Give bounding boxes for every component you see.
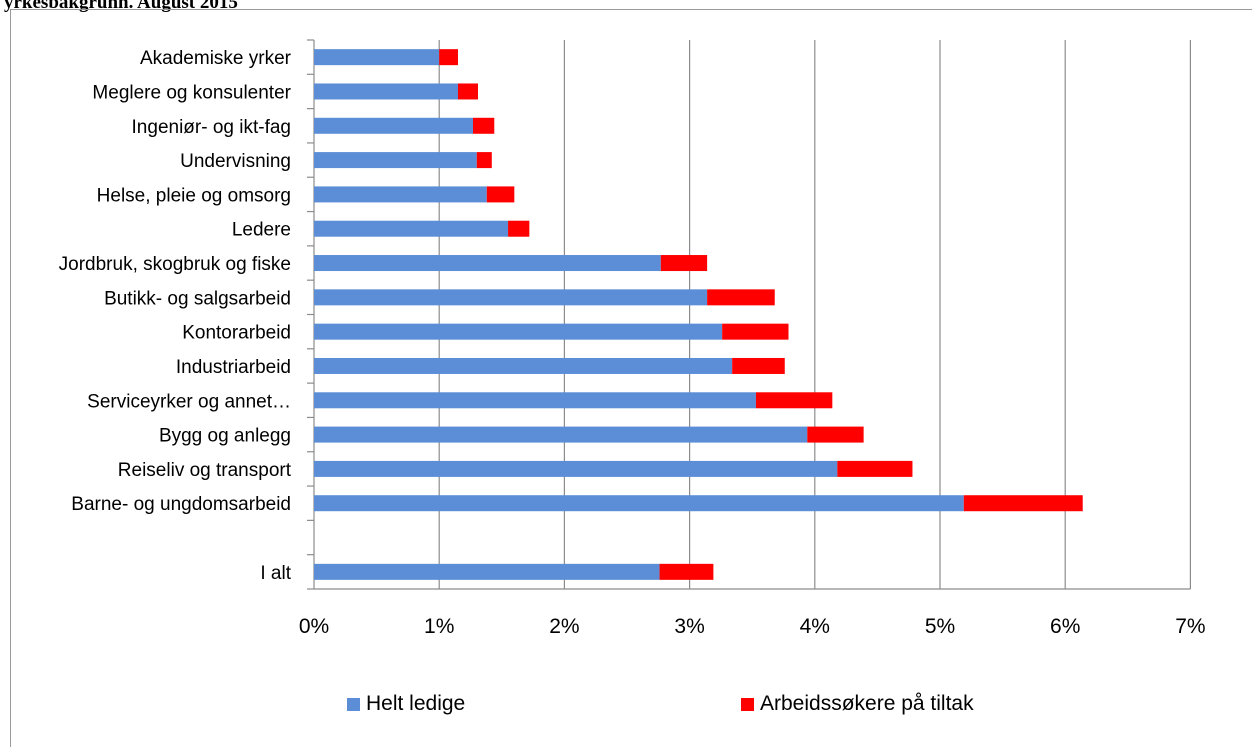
bar-helt-ledige bbox=[314, 255, 661, 272]
bar-helt-ledige bbox=[314, 289, 708, 306]
bar-tiltak bbox=[473, 117, 495, 134]
x-tick-label: 5% bbox=[925, 615, 955, 638]
x-tick-label: 2% bbox=[549, 615, 579, 638]
category-label: Ledere bbox=[232, 220, 291, 241]
legend-item-helt-ledige: Helt ledige bbox=[347, 692, 465, 716]
category-label: Meglere og konsulenter bbox=[92, 82, 291, 103]
bar-tiltak bbox=[963, 495, 1083, 512]
bar-tiltak bbox=[755, 392, 833, 409]
category-label: Bygg og anlegg bbox=[159, 426, 291, 447]
legend-label-helt-ledige: Helt ledige bbox=[366, 692, 466, 715]
bar-tiltak bbox=[476, 152, 492, 169]
category-label: Undervisning bbox=[180, 151, 291, 172]
bar-tiltak bbox=[722, 323, 789, 340]
category-label: Jordbruk, skogbruk og fiske bbox=[59, 254, 291, 275]
x-tick-label: 3% bbox=[674, 615, 704, 638]
category-label: Helse, pleie og omsorg bbox=[97, 185, 291, 206]
bar-helt-ledige bbox=[314, 152, 477, 169]
category-label: Barne- og ungdomsarbeid bbox=[71, 494, 291, 515]
bar-helt-ledige bbox=[314, 117, 474, 134]
bar-tiltak bbox=[439, 49, 458, 66]
bar-helt-ledige bbox=[314, 220, 509, 237]
x-tick-label: 4% bbox=[800, 615, 830, 638]
bar-tiltak bbox=[457, 83, 479, 100]
x-tick-label: 6% bbox=[1050, 615, 1080, 638]
category-label: Akademiske yrker bbox=[140, 48, 292, 69]
bar-tiltak bbox=[486, 186, 515, 203]
bar-helt-ledige bbox=[314, 83, 458, 100]
bar-tiltak bbox=[508, 220, 530, 237]
legend-swatch-tiltak bbox=[741, 697, 754, 711]
category-label: Reiseliv og transport bbox=[118, 460, 292, 481]
bar-helt-ledige bbox=[314, 357, 733, 374]
category-label: Serviceyrker og annet… bbox=[87, 391, 291, 412]
category-label: Ingeniør- og ikt-fag bbox=[132, 117, 291, 138]
chart-area bbox=[10, 9, 1252, 747]
x-tick-label: 0% bbox=[299, 615, 329, 638]
bar-helt-ledige bbox=[314, 460, 838, 477]
category-label: I alt bbox=[260, 563, 291, 584]
category-label: Industriarbeid bbox=[176, 357, 291, 378]
x-tick-label: 1% bbox=[424, 615, 454, 638]
bar-helt-ledige bbox=[314, 392, 756, 409]
x-tick-label: 7% bbox=[1175, 615, 1205, 638]
legend-item-tiltak: Arbeidssøkere på tiltak bbox=[741, 692, 974, 716]
legend-label-tiltak: Arbeidssøkere på tiltak bbox=[760, 692, 974, 715]
bar-tiltak bbox=[837, 460, 913, 477]
bar-tiltak bbox=[660, 255, 708, 272]
category-label: Kontorarbeid bbox=[182, 323, 291, 344]
bar-helt-ledige bbox=[314, 426, 808, 443]
bar-helt-ledige bbox=[314, 186, 487, 203]
bar-tiltak bbox=[707, 289, 775, 306]
legend-swatch-helt-ledige bbox=[347, 697, 360, 711]
bar-helt-ledige bbox=[314, 323, 723, 340]
bar-tiltak bbox=[732, 357, 785, 374]
bar-helt-ledige bbox=[314, 563, 660, 580]
category-label: Butikk- og salgsarbeid bbox=[104, 288, 291, 309]
bar-tiltak bbox=[807, 426, 864, 443]
bar-tiltak bbox=[659, 563, 714, 580]
bar-helt-ledige bbox=[314, 495, 964, 512]
bar-helt-ledige bbox=[314, 49, 440, 66]
